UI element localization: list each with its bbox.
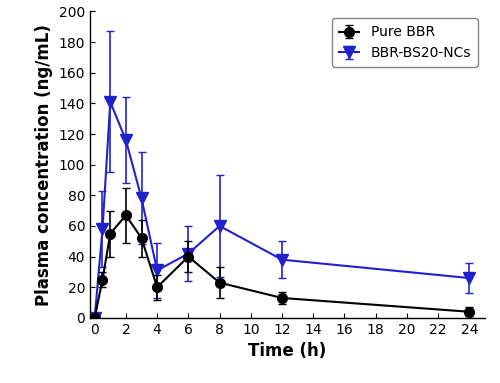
- X-axis label: Time (h): Time (h): [248, 342, 326, 360]
- Legend: Pure BBR, BBR-BS20-NCs: Pure BBR, BBR-BS20-NCs: [332, 18, 478, 67]
- Y-axis label: Plasma concentration (ng/mL): Plasma concentration (ng/mL): [35, 24, 53, 306]
